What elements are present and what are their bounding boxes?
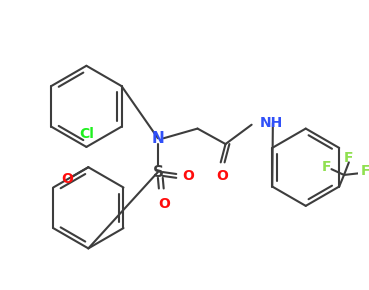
Text: O: O [61, 172, 73, 186]
Text: F: F [322, 160, 331, 174]
Text: N: N [152, 131, 164, 146]
Text: S: S [152, 164, 163, 180]
Text: O: O [158, 197, 170, 211]
Text: NH: NH [259, 116, 283, 130]
Text: O: O [182, 169, 194, 183]
Text: F: F [344, 151, 354, 164]
Text: F: F [361, 164, 369, 178]
Text: O: O [217, 169, 228, 183]
Text: Cl: Cl [79, 127, 94, 141]
